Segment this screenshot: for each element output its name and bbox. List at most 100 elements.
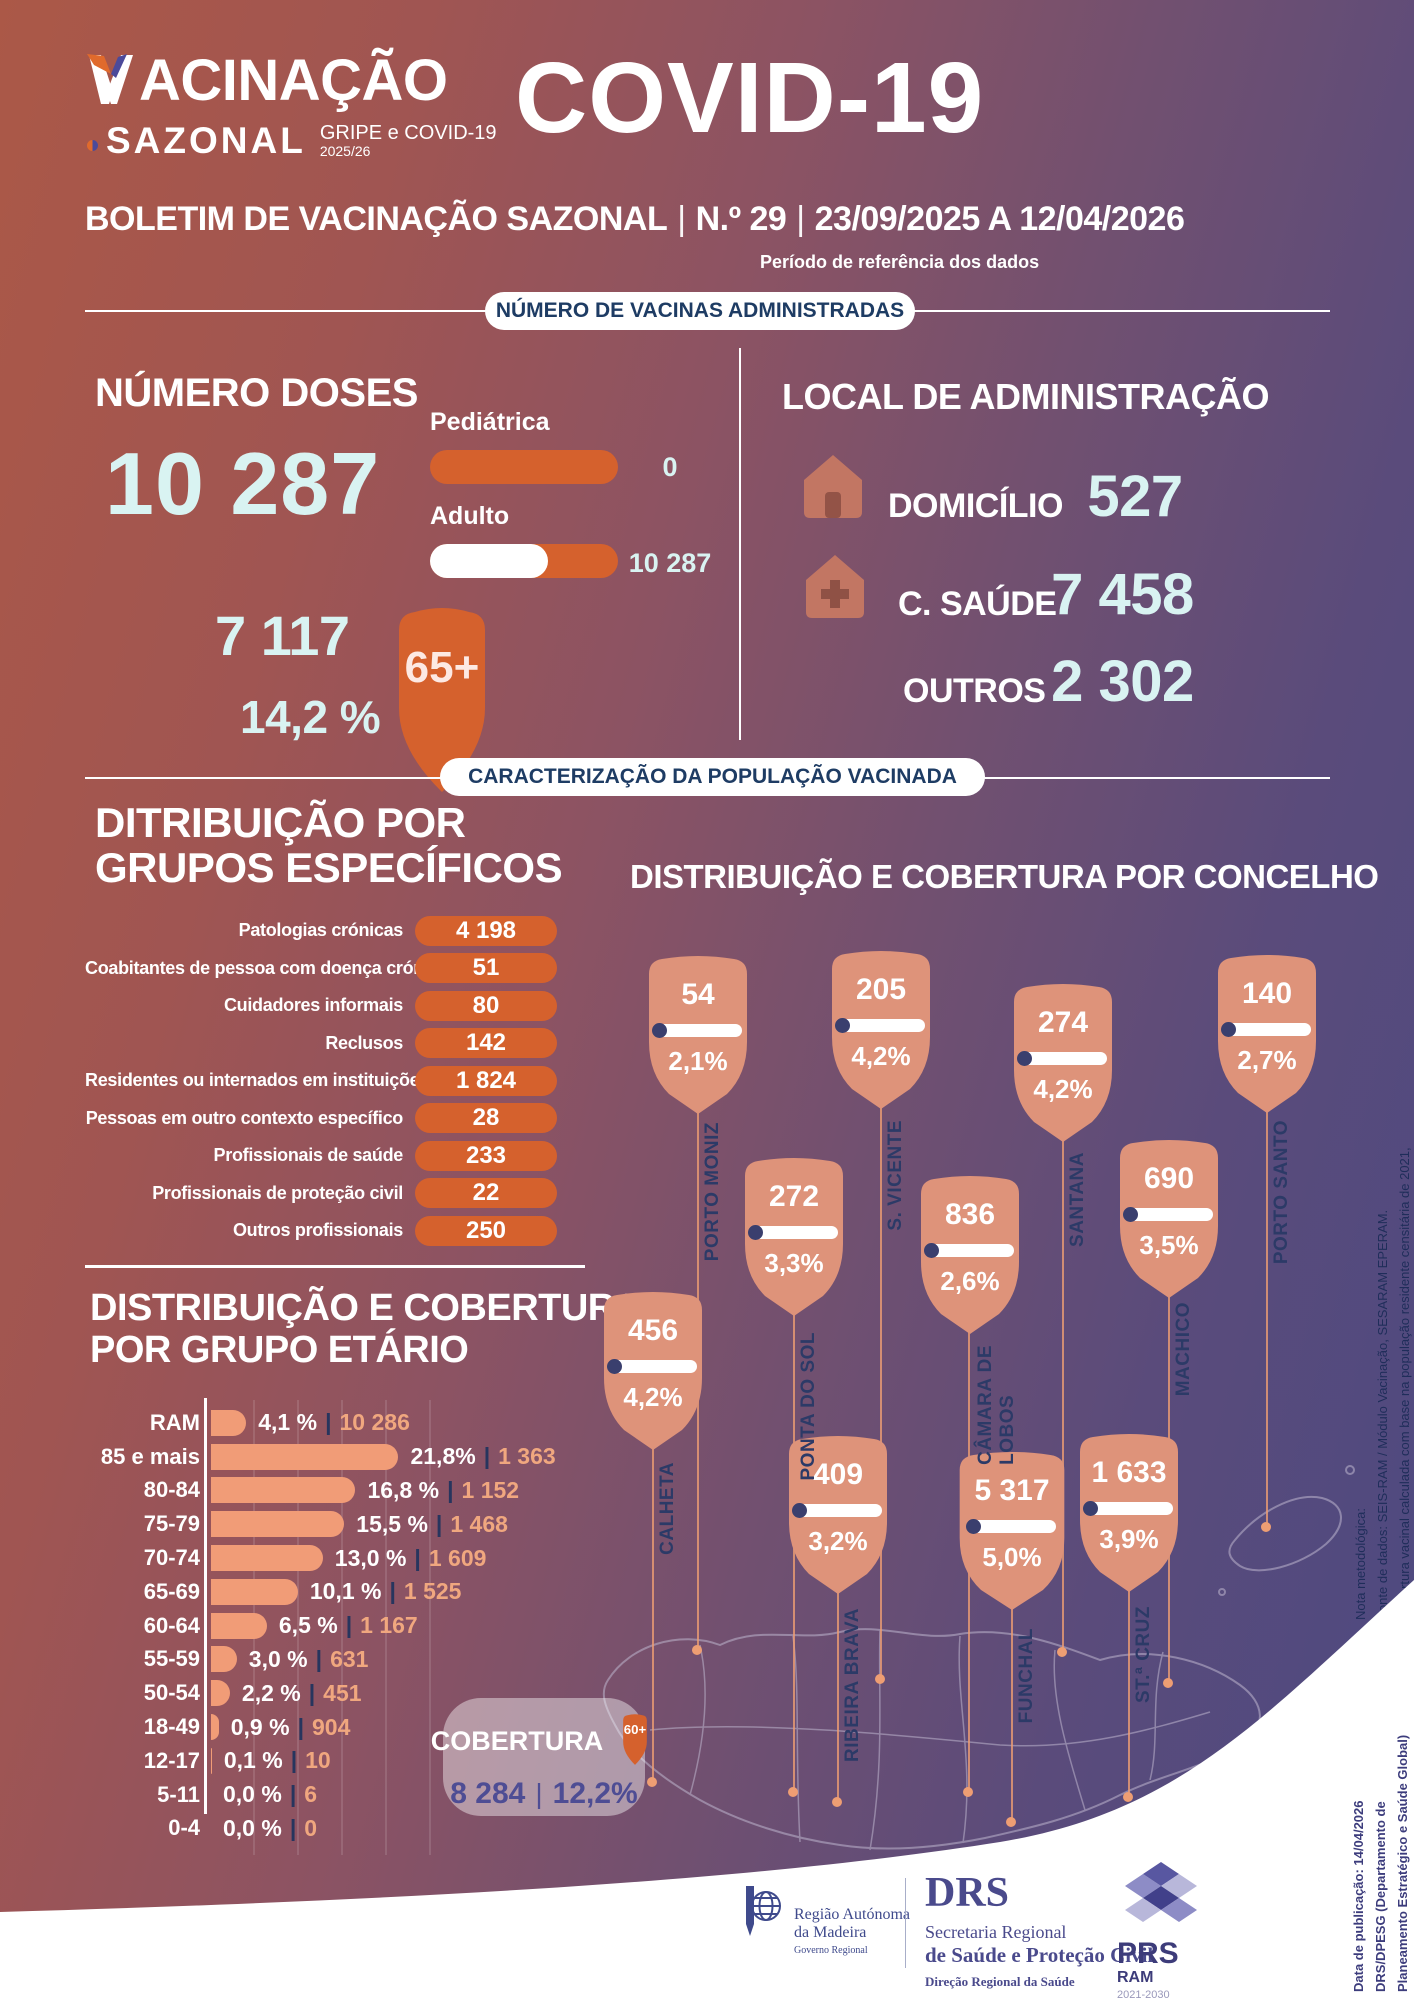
marker-bar — [924, 1243, 1014, 1258]
groups-title-line2: GRUPOS ESPECÍFICOS — [95, 844, 563, 892]
prs-logo: PRS RAM 2021-2030 — [1105, 1858, 1245, 2000]
gridline — [297, 1400, 299, 1855]
marker-dot-icon — [835, 1018, 850, 1033]
gridline — [341, 1400, 343, 1855]
location-row-value: 527 — [1087, 464, 1183, 529]
marker-bar — [607, 1359, 697, 1374]
age-axis — [204, 1398, 207, 1814]
marker-value: 54 — [681, 978, 715, 1011]
age-label: 50-54 — [143, 1680, 200, 1706]
age-bar — [211, 1612, 267, 1639]
age-label: 60-64 — [143, 1612, 200, 1638]
age-row: 55-59 3,0 % | 631 — [88, 1643, 556, 1677]
group-row: Pessoas em outro contexto específico 28 — [85, 1100, 557, 1138]
separator: | — [345, 1612, 353, 1639]
groups-title: DITRIBUIÇÃO POR GRUPOS ESPECÍFICOS — [95, 800, 563, 892]
map-dot — [1123, 1792, 1133, 1802]
page-title: COVID-19 — [515, 42, 985, 154]
concelho-marker: 836 2,6% — [911, 1170, 1029, 1335]
marker-pct: 2,7% — [1237, 1045, 1297, 1075]
age-pct: 10,1 % — [309, 1578, 382, 1605]
age-chart: RAM 4,1 % | 10 286 85 e mais 21,8% | 1 363 80-… — [88, 1406, 556, 1845]
bulletin-line: BOLETIM DE VACINAÇÃO SAZONAL | N.º 29 | 23/0… — [85, 200, 1185, 239]
logo-season: 2025/26 — [319, 143, 371, 160]
age-count: 0 — [304, 1814, 318, 1841]
marker-dot-icon — [652, 1023, 667, 1038]
map-dot — [1261, 1522, 1271, 1532]
map-dot — [1057, 1647, 1067, 1657]
home-icon — [798, 448, 868, 527]
group-value: 80 — [415, 990, 557, 1021]
age-row: 75-79 15,5 % | 1 468 — [88, 1507, 556, 1541]
publication-note: Data de publicação: 14/04/2026 DRS/DPESG… — [1348, 1730, 1414, 1992]
ram-line2: da Madeira — [794, 1923, 867, 1941]
age-label: 80-84 — [143, 1477, 200, 1503]
age-row: 80-84 16,8 % | 1 152 — [88, 1474, 556, 1508]
location-row-label: DOMICÍLIO — [888, 487, 1063, 525]
age-title-line1: DISTRIBUIÇÃO E COBERTURA — [90, 1287, 642, 1329]
age-bar — [211, 1680, 230, 1707]
coverage-badge-text: 60+ — [624, 1722, 647, 1737]
connector-line — [793, 1314, 795, 1792]
prs-line1: PRS — [1117, 1937, 1179, 1970]
age-label: 12-17 — [143, 1747, 200, 1773]
group-value: 250 — [415, 1215, 557, 1246]
location-row-value: 7 458 — [1051, 562, 1194, 627]
group-value: 4 198 — [415, 915, 557, 946]
map-dot — [832, 1797, 842, 1807]
separator: | — [289, 1781, 297, 1808]
logo-vacinacao-sazonal: ACINAÇÃO SAZONAL GRIPE e COVID-19 2025/2… — [85, 52, 497, 159]
separator: | — [315, 1645, 323, 1672]
marker-value: 272 — [768, 1180, 820, 1213]
marker-bar — [835, 1018, 925, 1033]
age-row: 12-17 0,1 % | 10 — [88, 1744, 556, 1778]
marker-value: 690 — [1143, 1162, 1195, 1195]
separator: | — [290, 1747, 298, 1774]
age-row: 0-4 0,0 % | 0 — [88, 1812, 556, 1846]
group-row: Patologias crónicas 4 198 — [85, 912, 557, 950]
marker-value: 140 — [1241, 977, 1293, 1010]
map-dot — [692, 1645, 702, 1655]
age-pct: 0,9 % — [230, 1713, 290, 1740]
marker-value: 274 — [1037, 1006, 1089, 1039]
senior-badge-text: 65+ — [405, 643, 480, 692]
connector-line — [837, 1592, 839, 1802]
age-bar — [211, 1477, 356, 1504]
age-count: 1 609 — [428, 1544, 487, 1571]
group-row: Profissionais de proteção civil 22 — [85, 1175, 557, 1213]
marker-pct: 3,3% — [764, 1248, 824, 1278]
marker-value: 409 — [812, 1458, 864, 1491]
age-count: 10 286 — [339, 1409, 410, 1436]
coverage-60-shield: 60+ — [613, 1712, 657, 1771]
senior-65-shield: 65+ — [391, 600, 493, 801]
age-label: 70-74 — [143, 1545, 200, 1571]
age-count: 1 468 — [450, 1510, 508, 1537]
marker-bar — [966, 1519, 1056, 1534]
coverage-box: COBERTURA 60+ 8 284 | 12,2% — [431, 1698, 648, 1816]
age-bar — [211, 1409, 247, 1436]
adult-bar — [430, 544, 618, 578]
prs-line2: RAM — [1117, 1969, 1154, 1986]
age-label: 18-49 — [143, 1714, 200, 1740]
marker-bar — [1083, 1501, 1173, 1516]
age-bar — [211, 1511, 345, 1538]
doses-title: NÚMERO DOSES — [95, 371, 418, 415]
marker-dot-icon — [607, 1359, 622, 1374]
marker-pct: 2,1% — [668, 1046, 728, 1076]
connector-line — [652, 1448, 654, 1782]
drs-line2: de Saúde e Proteção Civil — [925, 1943, 1154, 1967]
gridline — [385, 1400, 387, 1855]
location-row-value: 2 302 — [1051, 649, 1194, 714]
age-bar — [211, 1714, 219, 1741]
age-row: 60-64 6,5 % | 1 167 — [88, 1609, 556, 1643]
gridline — [429, 1400, 431, 1855]
map-dot — [963, 1787, 973, 1797]
separator: | — [447, 1476, 454, 1503]
separator: | — [535, 1778, 543, 1809]
age-label: 5-11 — [157, 1781, 200, 1807]
concelho-marker: 456 4,2% — [594, 1286, 712, 1451]
group-value: 28 — [415, 1103, 557, 1134]
marker-pct: 4,2% — [851, 1041, 911, 1071]
marker-pct: 4,2% — [623, 1382, 683, 1412]
